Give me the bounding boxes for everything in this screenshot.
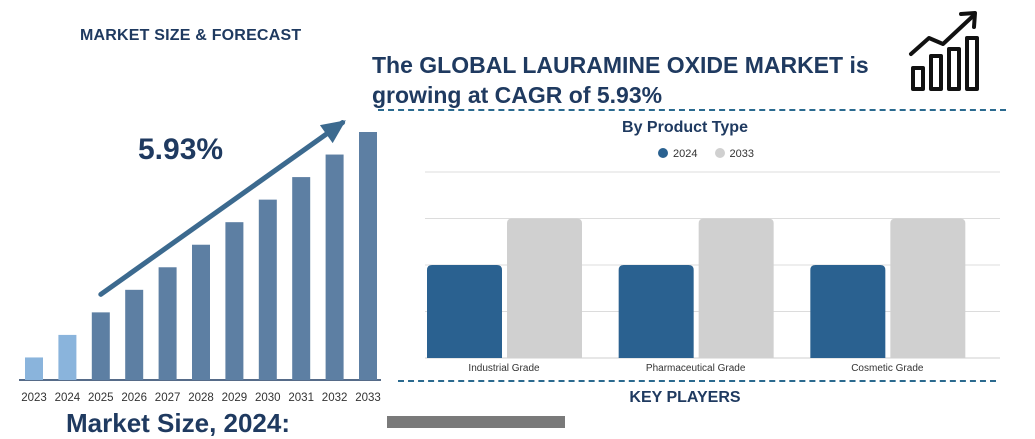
legend-label-2033: 2033	[729, 148, 755, 160]
legend-item-2033: 2033	[714, 148, 755, 160]
forecast-tick-2025: 2025	[88, 392, 114, 404]
forecast-tick-2032: 2032	[322, 392, 348, 404]
forecast-bar-2031	[292, 177, 311, 380]
bar-industrial-grade-2024	[427, 265, 502, 358]
product-type-bar-chart: Industrial Grade Pharmaceutical Grade Cosm…	[425, 171, 1000, 374]
forecast-tick-2024: 2024	[55, 392, 81, 404]
forecast-bar-2027	[158, 267, 177, 380]
forecast-bar-2024	[58, 334, 77, 380]
product-tick-cosmetic-grade: Cosmetic Grade	[851, 363, 924, 374]
product-type-chart-title: By Product Type	[622, 119, 748, 136]
forecast-bar-2028	[192, 244, 210, 380]
trend-up-chart-icon	[909, 11, 979, 91]
forecast-bar-2030	[258, 199, 277, 380]
product-tick-industrial-grade: Industrial Grade	[468, 363, 540, 374]
trend-arrow-head	[319, 120, 346, 144]
section-title: MARKET SIZE & FORECAST	[80, 27, 302, 44]
forecast-bar-2032	[325, 154, 344, 380]
cagr-annotation: 5.93%	[138, 133, 224, 166]
product-tick-pharmaceutical-grade: Pharmaceutical Grade	[646, 363, 746, 374]
key-players-heading: KEY PLAYERS	[629, 389, 741, 406]
forecast-tick-2031: 2031	[288, 392, 314, 404]
divider-dashed-top	[378, 109, 1006, 111]
market-size-heading: Market Size, 2024:	[66, 408, 291, 438]
gray-banner-strip	[387, 416, 565, 428]
forecast-bar-2033	[359, 132, 377, 380]
headline-line-2: growing at CAGR of 5.93%	[372, 82, 663, 108]
forecast-bar-2026	[125, 289, 144, 380]
bar-pharmaceutical-grade-2024	[618, 265, 694, 358]
trend-arrow-shaft	[98, 120, 346, 297]
divider-dashed-bottom	[398, 380, 996, 382]
forecast-bar-chart: 2023 2024 2025 2026 2027 2028 2029 2030 2031 2032…	[19, 120, 381, 404]
forecast-bar-2029	[225, 222, 244, 380]
forecast-tick-2027: 2027	[155, 392, 181, 404]
forecast-tick-2028: 2028	[188, 392, 214, 404]
forecast-tick-2033: 2033	[355, 392, 381, 404]
bar-industrial-grade-2033	[507, 218, 582, 358]
legend-label-2024: 2024	[673, 148, 698, 160]
legend-dot-2033	[714, 148, 725, 158]
forecast-bar-2025	[91, 312, 110, 380]
bar-cosmetic-grade-2024	[810, 265, 886, 358]
forecast-tick-2026: 2026	[121, 392, 147, 404]
headline-line-1: The GLOBAL LAURAMINE OXIDE MARKET is	[372, 52, 869, 78]
forecast-tick-2029: 2029	[222, 392, 248, 404]
forecast-bar-2023	[25, 357, 43, 380]
legend-item-2024: 2024	[658, 148, 697, 160]
bar-pharmaceutical-grade-2033	[698, 218, 774, 358]
chart-legend: 2024 2033	[658, 148, 768, 160]
forecast-tick-2023: 2023	[21, 392, 47, 404]
bar-cosmetic-grade-2033	[890, 218, 966, 358]
legend-dot-2024	[658, 148, 668, 158]
forecast-tick-2030: 2030	[255, 392, 281, 404]
headline: The GLOBAL LAURAMINE OXIDE MARKET is gro…	[372, 50, 869, 110]
